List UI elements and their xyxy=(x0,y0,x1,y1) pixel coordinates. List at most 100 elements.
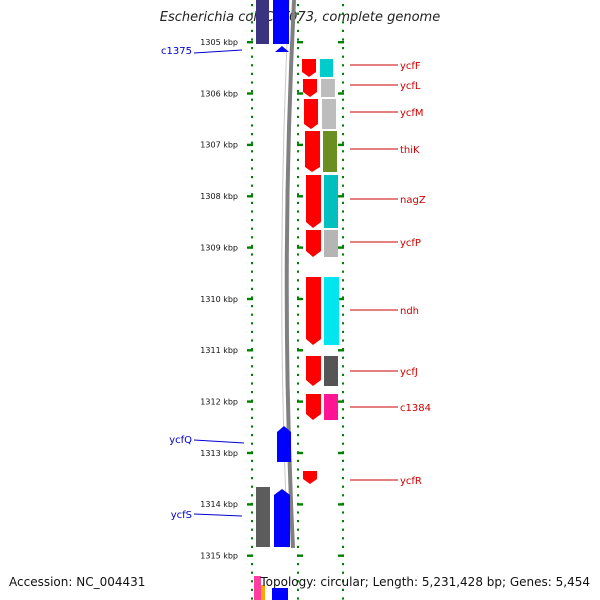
gene-ycfS-block[interactable] xyxy=(256,487,270,547)
ruler-dot xyxy=(251,176,253,179)
gene-ycfR-arrow[interactable] xyxy=(303,471,317,484)
ruler-major-tick xyxy=(247,92,253,95)
gene-ndh-cog[interactable] xyxy=(324,277,339,345)
ruler-dot xyxy=(342,339,344,342)
ruler-dot xyxy=(251,141,253,144)
ruler-dot xyxy=(342,167,344,170)
gene-ycfM-arrow[interactable] xyxy=(304,99,318,129)
ruler-major-tick xyxy=(247,297,253,301)
tick-label: 1305 kbp xyxy=(200,38,238,47)
gene-nagZ-cog[interactable] xyxy=(324,175,338,228)
ruler-dot xyxy=(297,98,299,101)
ruler-dot xyxy=(342,115,344,118)
gene-ycfP-cog[interactable] xyxy=(324,230,338,257)
scale-ruler-mid xyxy=(297,4,303,600)
tick-label: 1315 kbp xyxy=(200,552,238,561)
ruler-dot xyxy=(251,279,253,282)
ruler-dot xyxy=(342,477,344,480)
gene-ycfJ-cog[interactable] xyxy=(324,356,338,386)
ruler-dot xyxy=(342,434,344,437)
backbone xyxy=(281,0,296,549)
ruler-dot xyxy=(342,442,344,445)
gene-ycfL-cog[interactable] xyxy=(321,79,335,97)
gene-ycfP-arrow[interactable] xyxy=(306,230,321,257)
ruler-dot xyxy=(251,150,253,153)
leader-line-ycfQ xyxy=(193,439,245,444)
tick-label: 1310 kbp xyxy=(200,295,238,304)
ruler-dot xyxy=(251,270,253,273)
ruler-dot xyxy=(342,485,344,488)
gene-label-ycfP[interactable]: ycfP xyxy=(400,238,421,249)
ruler-dot xyxy=(297,339,299,342)
ruler-dot xyxy=(297,442,299,445)
tick-label: 1311 kbp xyxy=(200,346,238,355)
ruler-dot xyxy=(342,270,344,273)
ruler-major-tick xyxy=(338,92,344,95)
ruler-dot xyxy=(342,98,344,101)
gene-c1384-cog[interactable] xyxy=(324,394,338,420)
gene-label-thiK[interactable]: thiK xyxy=(400,145,420,156)
ruler-dot xyxy=(342,416,344,419)
gene-thiK-arrow[interactable] xyxy=(305,131,320,172)
forward-gene-bottom-pink[interactable] xyxy=(254,576,261,600)
ruler-dot xyxy=(251,72,253,75)
ruler-dot xyxy=(342,21,344,24)
gene-label-ycfJ[interactable]: ycfJ xyxy=(400,367,418,378)
gene-label-c1384[interactable]: c1384 xyxy=(400,403,431,414)
gene-ndh-arrow[interactable] xyxy=(306,277,321,345)
gene-label-ycfL[interactable]: ycfL xyxy=(400,81,421,92)
gene-ycfF-cog[interactable] xyxy=(320,59,333,77)
ruler-dot xyxy=(342,150,344,153)
ruler-major-tick xyxy=(247,554,253,557)
ruler-dot xyxy=(297,227,299,230)
tick-label: 1309 kbp xyxy=(200,243,238,252)
gene-label-ycfR[interactable]: ycfR xyxy=(400,476,422,487)
ruler-dot xyxy=(342,597,344,600)
ruler-dot xyxy=(342,296,344,299)
scale-ruler-left xyxy=(247,4,253,600)
ruler-dot xyxy=(251,296,253,299)
forward-gene-top-dark[interactable] xyxy=(256,0,269,44)
gene-label-c1375[interactable]: c1375 xyxy=(161,46,192,57)
ruler-dot xyxy=(297,38,299,41)
gene-label-ycfS[interactable]: ycfS xyxy=(171,510,192,521)
gene-label-ndh[interactable]: ndh xyxy=(400,306,419,317)
ruler-dot xyxy=(342,244,344,247)
gene-ycfS-arrow[interactable] xyxy=(274,489,290,547)
gene-label-ycfQ[interactable]: ycfQ xyxy=(169,435,192,446)
gene-nagZ-arrow[interactable] xyxy=(306,175,321,228)
gene-ycfQ-arrow[interactable] xyxy=(277,426,291,462)
ruler-dot xyxy=(342,322,344,325)
forward-gene-bottom-blue[interactable] xyxy=(272,588,288,600)
forward-gene-top-blue[interactable] xyxy=(273,0,289,44)
ruler-dot xyxy=(297,356,299,359)
ruler-dot xyxy=(297,287,299,290)
gene-ycfF-arrow[interactable] xyxy=(302,59,316,77)
gene-label-nagZ[interactable]: nagZ xyxy=(400,195,426,206)
forward-gene-bottom-orange[interactable] xyxy=(261,585,265,600)
ruler-dot xyxy=(251,442,253,445)
gene-ycfM-cog[interactable] xyxy=(322,99,336,129)
ruler-major-tick xyxy=(297,400,303,403)
ruler-dot xyxy=(297,477,299,480)
ruler-dot xyxy=(297,382,299,385)
gene-ycfL-arrow[interactable] xyxy=(303,79,317,97)
ruler-dot xyxy=(251,47,253,50)
gene-ycfJ-arrow[interactable] xyxy=(306,356,321,386)
leader-line-ycfS xyxy=(193,513,243,517)
gene-c1375-arrow[interactable] xyxy=(275,46,289,52)
ruler-dot xyxy=(342,287,344,290)
ruler-dot xyxy=(297,55,299,58)
ruler-dot xyxy=(342,64,344,67)
gene-thiK-cog[interactable] xyxy=(323,131,337,172)
gene-label-ycfM[interactable]: ycfM xyxy=(400,108,424,119)
ruler-dot xyxy=(297,408,299,411)
gene-c1384-arrow[interactable] xyxy=(306,394,321,420)
ruler-dot xyxy=(342,201,344,204)
ruler-dot xyxy=(251,477,253,480)
ruler-dot xyxy=(342,528,344,531)
ruler-dot xyxy=(297,597,299,600)
gene-labels: c1375 ycfQ ycfS ycfF ycfL ycfM thiK nagZ ycfP ndh… xyxy=(161,46,431,521)
ruler-dot xyxy=(251,511,253,514)
gene-label-ycfF[interactable]: ycfF xyxy=(400,61,421,72)
